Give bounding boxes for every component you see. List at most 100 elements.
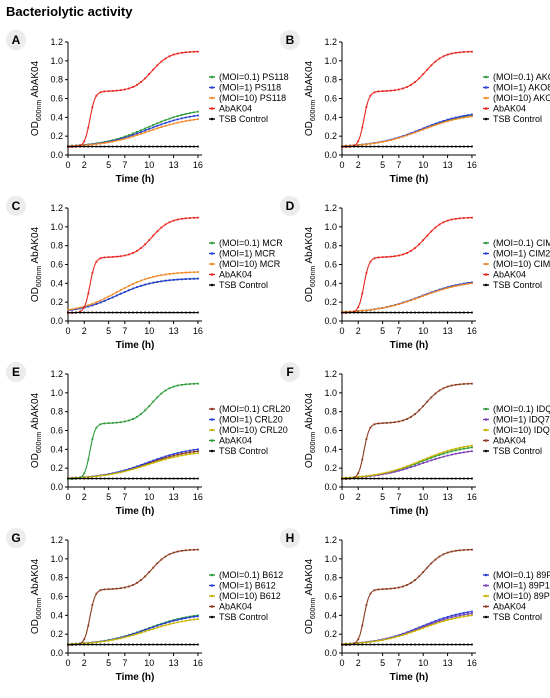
chart-svg: 0 2 5 7 10 13 16 0.0 0.2 0.4 0.6 0.8 1.0 1.2 Time (h) O… xyxy=(304,37,550,185)
series-point xyxy=(454,643,457,646)
series-point xyxy=(148,462,151,464)
series-point xyxy=(377,90,380,93)
series-point xyxy=(87,144,90,146)
series-point xyxy=(471,115,473,118)
series-point xyxy=(91,272,94,274)
series-point xyxy=(357,306,360,309)
series-point xyxy=(393,477,396,480)
series-point xyxy=(422,295,425,297)
series-point xyxy=(414,464,416,467)
series-point xyxy=(140,465,142,468)
series-point xyxy=(192,477,195,480)
series-point xyxy=(160,623,163,626)
series-point xyxy=(385,90,388,92)
series-point xyxy=(414,298,416,300)
series-point xyxy=(188,453,191,456)
legend-marker xyxy=(210,439,214,442)
series-point xyxy=(385,422,388,424)
series-point xyxy=(115,294,118,297)
series-point xyxy=(184,617,187,620)
x-tick-label: 5 xyxy=(106,492,111,502)
legend-label: (MOI=0.1) B612 xyxy=(219,570,283,580)
series-point xyxy=(71,311,73,314)
series-point xyxy=(414,311,416,314)
series-point xyxy=(414,643,416,646)
series-4 xyxy=(341,145,473,148)
series-point xyxy=(168,120,171,123)
series-point xyxy=(164,311,167,314)
series-point xyxy=(132,134,134,136)
series-point xyxy=(410,581,412,584)
series-point xyxy=(132,86,134,88)
y-tick-label: 0.4 xyxy=(324,278,337,288)
y-tick-label: 0.4 xyxy=(50,278,63,288)
series-point xyxy=(128,634,130,637)
y-tick-label: 0.6 xyxy=(50,94,63,104)
series-point xyxy=(406,145,408,148)
legend-marker xyxy=(210,273,214,276)
series-point xyxy=(160,459,163,462)
x-tick-label: 7 xyxy=(122,658,127,668)
series-point xyxy=(438,121,441,124)
series-point xyxy=(393,145,396,148)
x-tick-label: 2 xyxy=(356,160,361,170)
series-point xyxy=(471,382,473,385)
series-point xyxy=(83,140,86,143)
series-point xyxy=(389,637,392,640)
x-tick-label: 13 xyxy=(443,326,453,336)
series-point xyxy=(458,284,461,287)
series-point xyxy=(115,291,118,294)
series-point xyxy=(345,643,347,646)
series-point xyxy=(123,470,126,473)
series-point xyxy=(434,643,437,646)
legend-label: (MOI=0.1) CRL20 xyxy=(219,404,290,414)
series-point xyxy=(192,311,195,314)
series-point xyxy=(160,120,163,123)
series-point xyxy=(466,115,469,117)
series-point xyxy=(160,311,163,314)
series-point xyxy=(426,400,429,403)
series-point xyxy=(168,457,171,460)
panel-letter: B xyxy=(280,30,300,50)
chart-panel-e: E 0 2 5 7 10 13 16 0.0 0.2 0.4 0.6 0.8 1.0 1.2 Time (h… xyxy=(6,362,290,527)
legend-label: (MOI=1) CIM23 xyxy=(493,249,550,259)
series-point xyxy=(136,465,138,468)
series-point xyxy=(164,223,167,226)
series-point xyxy=(365,311,368,314)
series-point xyxy=(361,292,364,295)
series-point xyxy=(168,123,171,126)
x-tick-label: 2 xyxy=(356,326,361,336)
series-1 xyxy=(341,612,473,645)
series-point xyxy=(454,617,457,619)
series-point xyxy=(99,299,102,302)
series-point xyxy=(450,119,453,122)
series-point xyxy=(132,468,134,471)
series-point xyxy=(393,255,396,258)
series-point xyxy=(152,643,155,646)
series-point xyxy=(458,446,461,449)
series-point xyxy=(140,477,142,480)
series-point xyxy=(123,137,126,140)
series-point xyxy=(192,277,195,280)
y-axis-title-sub: 600nm xyxy=(36,598,43,620)
legend-marker xyxy=(210,584,214,587)
legend-label: (MOI=1) B612 xyxy=(219,581,276,591)
series-point xyxy=(438,311,441,314)
series-point xyxy=(438,223,441,226)
x-tick-label: 0 xyxy=(339,160,344,170)
series-point xyxy=(406,311,408,314)
y-tick-label: 0.8 xyxy=(324,573,337,583)
series-point xyxy=(132,283,134,285)
series-point xyxy=(471,113,473,116)
y-axis-title-sub: 600nm xyxy=(36,266,43,288)
legend-label: (MOI=1) MCR xyxy=(219,249,276,259)
series-point xyxy=(426,145,429,148)
series-point xyxy=(148,643,151,646)
series-point xyxy=(430,624,433,626)
series-point xyxy=(176,118,179,121)
y-tick-label: 0.2 xyxy=(50,463,63,473)
series-point xyxy=(471,446,473,449)
series-point xyxy=(144,630,147,633)
series-point xyxy=(393,470,396,473)
y-tick-label: 0.8 xyxy=(50,241,63,251)
